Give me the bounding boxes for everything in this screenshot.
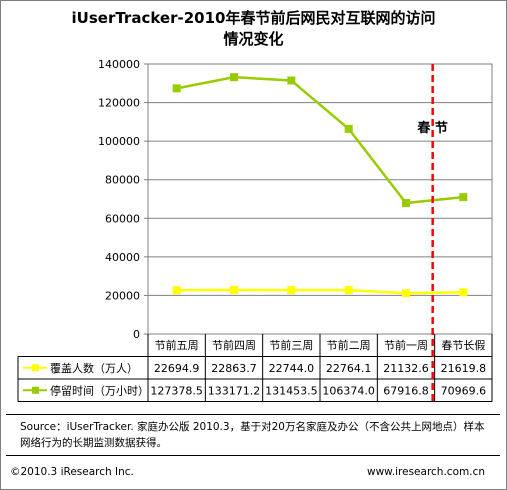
y-tick-label: 120000 xyxy=(98,97,140,110)
x-tick-label: 春节长假 xyxy=(441,338,485,352)
data-point xyxy=(172,84,181,93)
x-tick-label: 节前三周 xyxy=(269,338,313,352)
source-note: Source：iUserTracker. 家庭办公版 2010.3，基于对20万… xyxy=(20,421,485,449)
source-divider xyxy=(6,414,500,415)
data-point xyxy=(172,286,181,295)
y-tick-label: 80000 xyxy=(105,174,140,187)
data-point xyxy=(230,285,238,294)
chart-title-line-2: 情况变化 xyxy=(223,30,284,48)
legend-label: 停留时间（万小时） xyxy=(50,383,149,397)
data-point xyxy=(402,289,410,298)
data-table-cell: 131453.5 xyxy=(265,384,318,397)
data-table-cell: 22764.1 xyxy=(326,362,372,375)
data-table-cell: 22744.0 xyxy=(269,362,315,375)
y-tick-label: 40000 xyxy=(105,251,140,264)
chart-title-line-1: iUserTracker-2010年春节前后网民对互联网的访问 xyxy=(71,9,436,27)
y-tick-label: 100000 xyxy=(98,135,140,148)
y-tick-label: 0 xyxy=(133,328,140,341)
data-table-cell: 133171.2 xyxy=(208,384,261,397)
data-table-cell: 106374.0 xyxy=(322,384,375,397)
data-table-cell: 67916.8 xyxy=(383,384,429,397)
series-line xyxy=(176,75,464,205)
copyright-text: ©2010.3 iResearch Inc. xyxy=(10,466,134,478)
data-table-cell: 21619.8 xyxy=(441,362,487,375)
legend-label: 覆盖人数（万人） xyxy=(50,361,138,375)
y-tick-label: 20000 xyxy=(105,289,140,302)
x-tick-label: 节前五周 xyxy=(155,338,199,352)
y-tick-label: 60000 xyxy=(105,212,140,225)
data-point xyxy=(287,286,296,295)
data-table-cell: 22694.9 xyxy=(154,362,200,375)
data-point xyxy=(459,288,468,297)
data-point xyxy=(230,73,238,82)
data-table-cell: 127378.5 xyxy=(150,384,203,397)
data-point xyxy=(344,124,353,133)
data-table-cell: 70969.6 xyxy=(441,384,487,397)
x-tick-label: 节前二周 xyxy=(327,338,371,352)
footer-divider xyxy=(6,455,500,456)
data-point xyxy=(459,193,468,202)
data-table-cell: 22863.7 xyxy=(211,362,257,375)
data-point xyxy=(402,199,410,208)
x-tick-label: 节前四周 xyxy=(212,338,256,352)
x-tick-label: 节前一周 xyxy=(384,338,428,352)
spring-festival-label: 春 节 xyxy=(416,120,448,136)
website-text: www.iresearch.com.cn xyxy=(366,466,485,478)
y-tick-label: 140000 xyxy=(98,58,140,71)
series-line xyxy=(176,288,464,295)
data-point xyxy=(344,286,353,295)
data-table-cell: 21132.6 xyxy=(383,362,429,375)
legend-marker xyxy=(32,364,39,372)
data-point xyxy=(287,76,296,85)
chart-title: iUserTracker-2010年春节前后网民对互联网的访问 情况变化 xyxy=(0,8,507,50)
legend-marker xyxy=(32,386,39,394)
